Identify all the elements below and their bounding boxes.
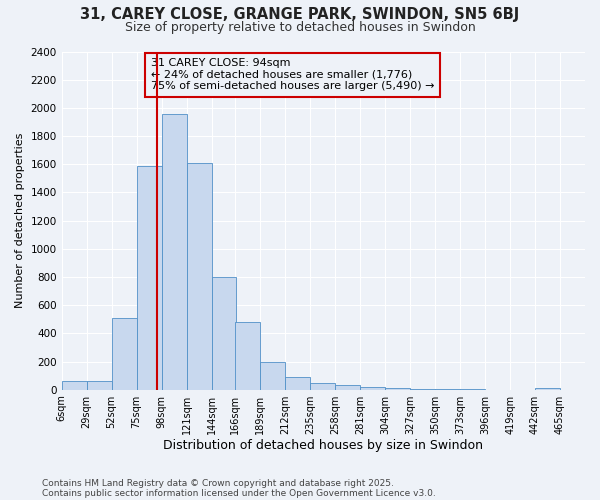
Bar [335,386,360,390]
Bar [310,382,335,390]
Bar [535,388,560,390]
Bar [410,389,435,390]
Text: Contains HM Land Registry data © Crown copyright and database right 2025.: Contains HM Land Registry data © Crown c… [42,478,394,488]
Bar [161,114,187,390]
Bar [360,387,385,390]
Bar [137,166,161,390]
Text: 31, CAREY CLOSE, GRANGE PARK, SWINDON, SN5 6BJ: 31, CAREY CLOSE, GRANGE PARK, SWINDON, S… [80,8,520,22]
Bar [235,322,260,390]
Bar [62,382,86,390]
Bar [187,163,212,390]
Text: Contains public sector information licensed under the Open Government Licence v3: Contains public sector information licen… [42,488,436,498]
Bar [260,362,286,390]
Text: 31 CAREY CLOSE: 94sqm
← 24% of detached houses are smaller (1,776)
75% of semi-d: 31 CAREY CLOSE: 94sqm ← 24% of detached … [151,58,434,92]
Bar [212,277,236,390]
Y-axis label: Number of detached properties: Number of detached properties [15,133,25,308]
Bar [86,382,112,390]
X-axis label: Distribution of detached houses by size in Swindon: Distribution of detached houses by size … [163,440,484,452]
Bar [385,388,410,390]
Bar [286,377,310,390]
Bar [112,318,137,390]
Text: Size of property relative to detached houses in Swindon: Size of property relative to detached ho… [125,21,475,34]
